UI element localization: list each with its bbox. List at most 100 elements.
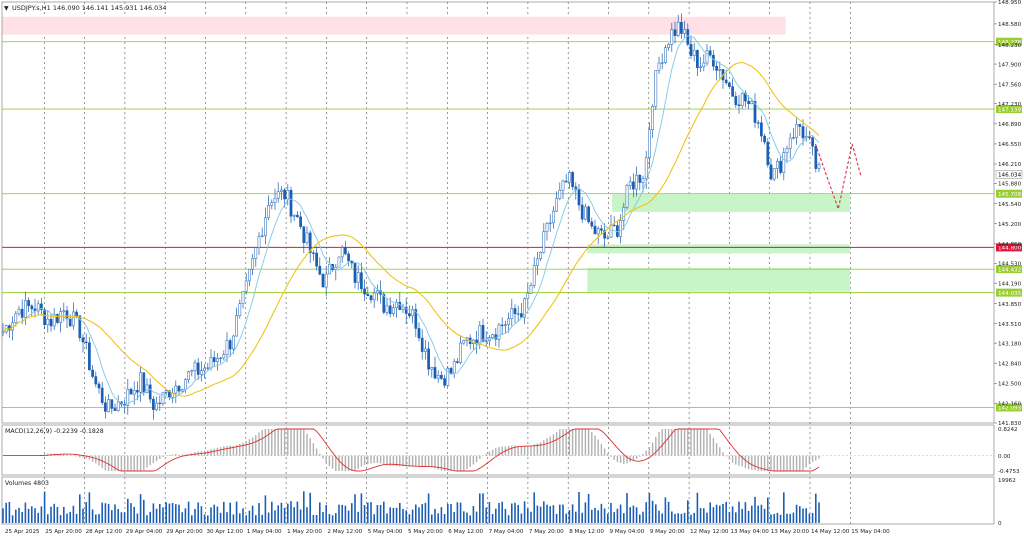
candle-body [593, 225, 597, 235]
x-tick-label: 29 Apr 20:00 [166, 529, 203, 535]
volume-tick-label: 19962 [998, 478, 1016, 484]
candle-body [654, 70, 658, 107]
candle-body [756, 122, 760, 124]
level-price-tag [996, 403, 1022, 412]
candle-body [814, 145, 818, 169]
candle-body [798, 124, 802, 127]
candle-body [14, 313, 18, 324]
candle-body [792, 137, 795, 139]
candle-body [760, 122, 763, 137]
candle-body [392, 307, 395, 314]
x-tick-label: 25 Apr 2025 [5, 529, 40, 535]
candle-body [232, 335, 235, 350]
candle-body [388, 305, 392, 314]
candle-body [750, 101, 754, 105]
candle-body [696, 50, 699, 68]
candle-body [244, 280, 248, 292]
candle-body [273, 198, 277, 203]
candle-body [462, 339, 466, 344]
volume-frame [1, 476, 995, 525]
candle-body [664, 47, 667, 63]
candle-body [161, 391, 165, 404]
candle-body [132, 390, 136, 395]
candle-body [129, 388, 133, 395]
candle-body [360, 272, 363, 290]
candle-body [88, 342, 91, 371]
candle-body [219, 357, 222, 360]
candle-body [17, 308, 21, 315]
y-tick-label: 147.560 [998, 82, 1022, 88]
y-tick-label: 144.190 [998, 282, 1022, 288]
candle-body [356, 272, 360, 283]
candles [1, 13, 821, 420]
chart-levels: 148.278 147.139 145.708 144.800 144.432 144.0… [2, 37, 1022, 412]
candle-body [91, 369, 94, 377]
y-tick-label: 146.210 [998, 162, 1022, 168]
x-tick-label: 13 May 04:00 [730, 529, 769, 535]
candle-body [747, 100, 750, 105]
candle-body [420, 337, 424, 352]
candle-body [596, 228, 600, 235]
candle-body [200, 370, 203, 375]
y-tick-label: 145.200 [998, 222, 1022, 228]
candle-body [718, 69, 722, 71]
candle-body [353, 262, 357, 283]
x-tick-label: 5 May 04:00 [368, 529, 403, 535]
candle-body [513, 308, 517, 315]
candle-body [785, 148, 789, 153]
candle-body [603, 229, 606, 239]
candle-body [590, 221, 594, 227]
candle-body [648, 129, 651, 159]
candle-body [299, 216, 302, 227]
x-tick-label: 1 May 04:00 [247, 529, 282, 535]
candle-body [328, 264, 331, 275]
candle-body [363, 288, 366, 295]
level-price-tag [996, 288, 1022, 297]
candle-body [683, 29, 686, 34]
collapse-triangle-icon[interactable]: ▼ [4, 5, 9, 12]
x-tick-label: 7 May 20:00 [529, 529, 564, 535]
candle-body [350, 260, 354, 264]
y-tick-label: 145.880 [998, 182, 1022, 188]
candle-body [680, 22, 683, 34]
candle-body [568, 172, 571, 183]
candle-body [24, 300, 27, 318]
candle-body [164, 390, 168, 393]
price-frame [1, 1, 995, 424]
candle-body [776, 160, 779, 169]
candle-body [769, 164, 773, 180]
candle-body [148, 384, 152, 400]
candle-body [433, 367, 437, 379]
candle-body [206, 367, 210, 369]
candle-body [62, 310, 66, 312]
candle-body [670, 29, 674, 45]
candle-body [248, 268, 251, 282]
x-tick-label: 12 May 12:00 [690, 529, 729, 535]
candle-body [113, 408, 117, 411]
candle-body [49, 318, 53, 327]
candle-body [724, 79, 728, 84]
candle-body [340, 247, 344, 258]
y-tick-label: 147.900 [998, 62, 1022, 68]
y-tick-label: 144.860 [998, 242, 1022, 248]
candle-body [372, 292, 376, 301]
y-tick-label: 146.890 [998, 122, 1022, 128]
candle-body [436, 375, 440, 379]
candle-body [580, 204, 584, 220]
candle-body [542, 231, 546, 253]
candle-body [305, 232, 309, 243]
candle-body [94, 376, 98, 385]
volume-label: Volumes 4803 [5, 480, 49, 487]
level-label: 142.093 [998, 406, 1022, 412]
candle-body [504, 324, 507, 326]
candle-body [417, 328, 421, 339]
candle-body [481, 325, 485, 342]
candle-body [286, 189, 290, 200]
candle-body [811, 137, 814, 147]
candle-body [107, 399, 110, 412]
candle-body [731, 86, 734, 97]
candle-body [72, 311, 75, 327]
candle-body [628, 181, 632, 186]
